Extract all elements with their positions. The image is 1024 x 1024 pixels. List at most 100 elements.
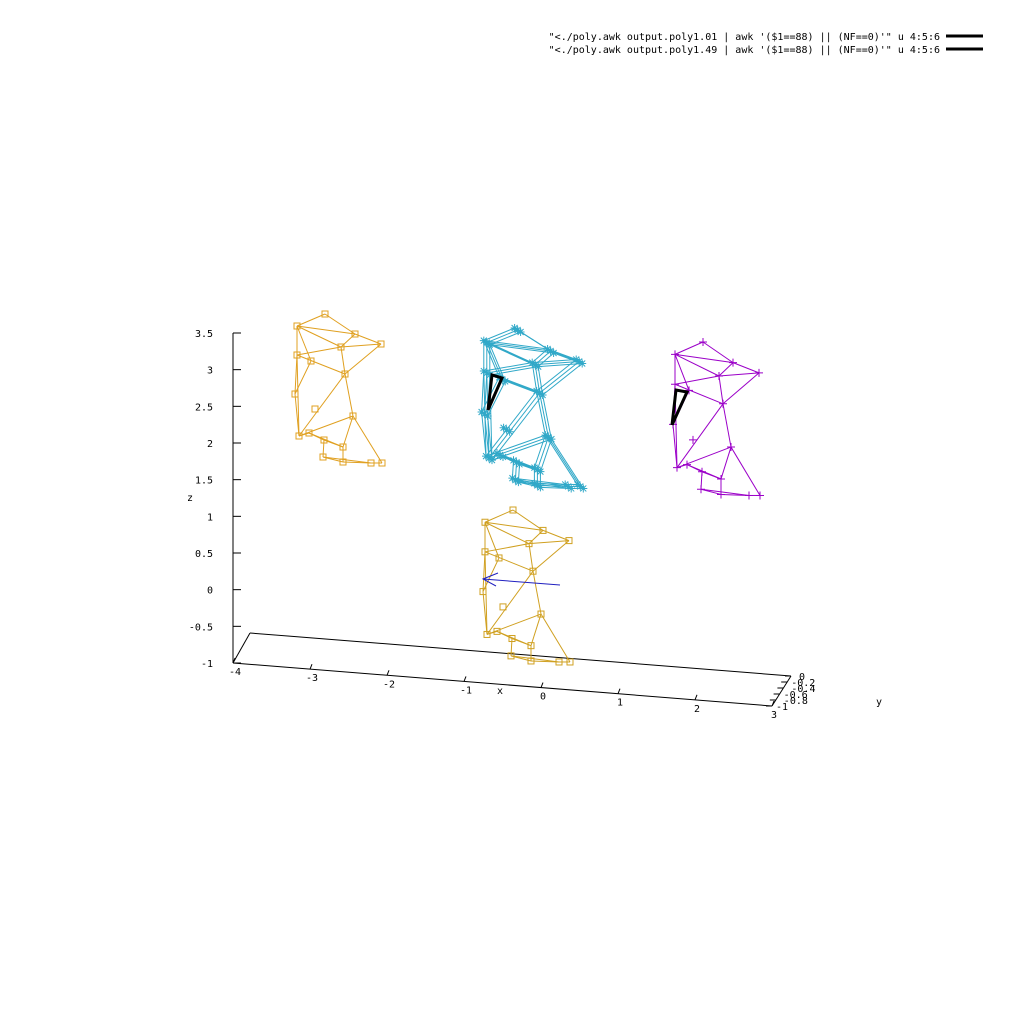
data-point-marker [482,369,491,378]
z-tick-label: 2 [207,439,213,450]
data-point-marker [320,436,328,444]
mesh-edge [296,325,356,335]
y-axis-label: y [876,697,882,708]
mesh-edge [702,341,734,364]
y-tick-label: -0.6 [784,690,808,701]
data-point-marker [481,518,489,526]
legend-entry-1: "<./poly.awk output.poly1.01 | awk '($1=… [549,32,940,43]
data-point-marker [482,338,491,347]
data-point-marker [549,349,558,357]
data-point-marker [511,476,520,485]
x-tick-mark [617,688,621,694]
data-point-marker [564,482,573,491]
mesh-edge [532,540,570,572]
data-point-marker [683,460,691,469]
mesh-edge [528,543,534,572]
data-point-marker [485,371,494,380]
z-tick-label: -0.5 [189,622,213,633]
mesh-edge [340,346,346,375]
x-tick-label: -2 [383,679,395,690]
series-mesh-purple [669,338,764,500]
mesh-edge [730,446,761,496]
data-point-marker [501,377,510,386]
data-point-marker [573,480,582,489]
mesh-edge [732,362,760,374]
mesh-edge [489,366,539,376]
mesh-edge [515,479,569,487]
mesh-edge [483,362,533,372]
data-point-marker [509,456,518,465]
data-point-marker [351,330,359,338]
mesh-edge [532,571,542,615]
data-point-marker [529,567,537,575]
triangle-outline [670,388,690,426]
x-tick-label: 1 [617,698,623,709]
y-tick-group: -1-0.8-0.6-0.4-0.20 [766,672,815,713]
data-point-marker [539,526,547,534]
x-tick-mark [386,670,390,676]
mesh-edge [491,394,543,461]
mesh-edge [672,424,678,468]
z-axis-label: z [187,493,193,504]
data-point-marker [575,357,584,366]
mesh-edge [674,383,724,405]
data-point-marker [480,410,489,418]
data-point-marker [689,435,697,444]
mesh-edge [530,613,542,646]
mesh-edge [484,521,544,531]
z-tick-label: 1.5 [195,476,213,487]
data-point-marker [530,479,539,488]
base-box [232,632,792,707]
mesh-edge [674,341,704,355]
x-tick-mark [232,657,236,664]
data-point-marker [339,443,347,451]
data-point-marker [508,635,516,643]
mesh-edge [484,521,530,545]
data-point-marker [488,456,496,465]
data-point-marker [537,610,545,618]
data-point-marker [508,474,517,483]
mesh-edge [550,438,584,489]
mesh-edge [486,342,536,366]
mesh-edge [542,363,583,396]
y-tick-label: -0.8 [784,696,808,707]
data-point-marker [536,467,545,476]
mesh-edge [542,394,552,440]
data-point-marker [305,429,313,437]
x-tick-mark [694,694,698,701]
data-point-marker [295,432,303,440]
z-tick-label: 3 [207,366,213,377]
mesh-edge [539,361,580,394]
mesh-edge [484,413,490,459]
mesh-edge [547,436,581,487]
x-tick-label: 3 [771,710,777,721]
y-tick-label: -1 [776,702,788,713]
data-point-marker [576,482,585,491]
mesh-edge [540,613,571,663]
mesh-edge [539,392,549,438]
data-point-marker [499,603,507,611]
data-point-marker [534,362,543,371]
mesh-edge [720,446,732,480]
mesh-edge [486,342,551,352]
mesh-edge [536,390,546,436]
data-point-marker [755,368,763,377]
data-point-marker [378,459,386,467]
data-point-marker [727,443,735,452]
data-point-marker [729,358,737,367]
data-point-marker [485,340,494,349]
mesh-edge [674,353,734,364]
vector-arrow [481,572,561,587]
data-point-marker [541,431,550,440]
data-point-marker [697,485,705,494]
base-front-edge [232,662,773,707]
mesh-edge [486,329,518,344]
data-point-marker [536,483,545,492]
mesh-edge [535,361,580,366]
mesh-edge [532,359,577,364]
data-point-marker [485,454,493,463]
data-point-marker [717,474,725,483]
data-point-marker [515,460,524,469]
mesh-edge [484,509,514,523]
mesh-edge [294,393,300,437]
